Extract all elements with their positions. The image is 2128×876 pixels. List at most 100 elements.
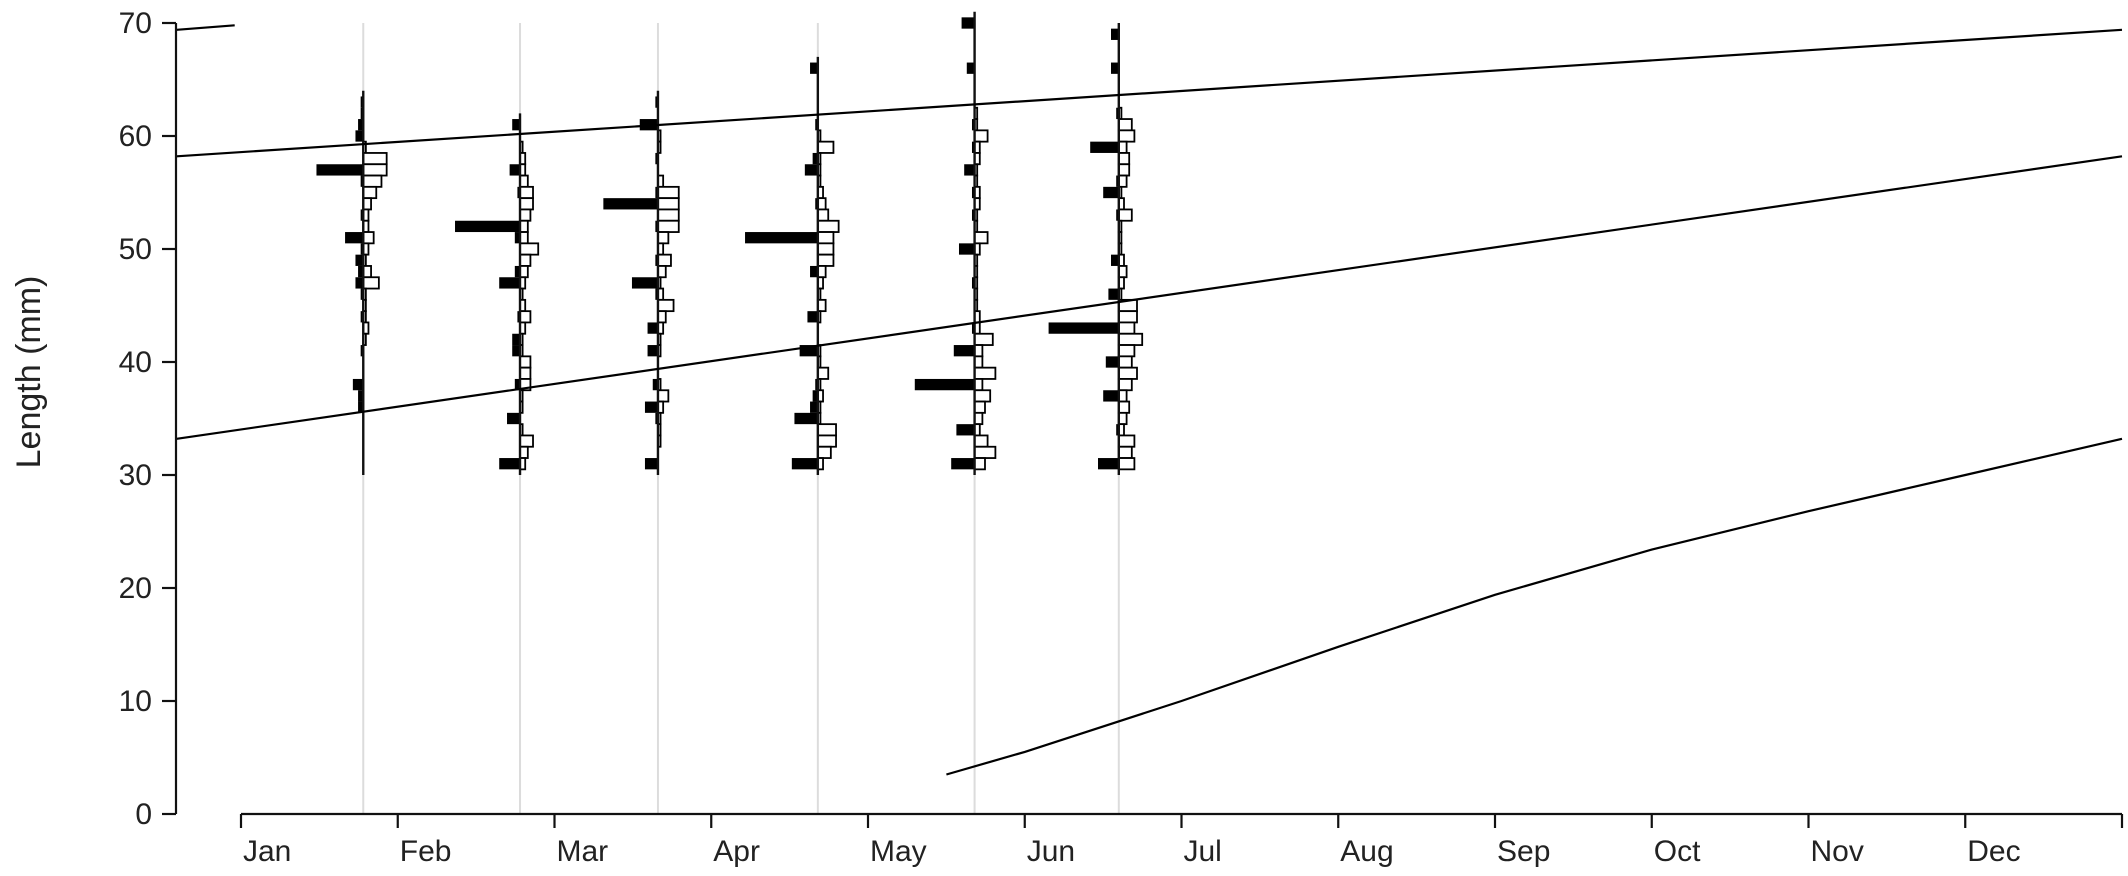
observed-bar	[316, 164, 364, 176]
observed-bar	[355, 130, 364, 142]
observed-bar	[360, 311, 364, 323]
observed-bar	[961, 17, 975, 29]
predicted-bar	[1117, 457, 1136, 471]
predicted-bar	[973, 389, 992, 403]
x-tick-label: Feb	[400, 835, 452, 868]
observed-bar	[1116, 107, 1119, 120]
predicted-bar	[973, 457, 986, 471]
y-tick-label: 60	[119, 120, 152, 153]
predicted-bar	[362, 185, 378, 200]
predicted-bar	[973, 129, 989, 143]
growth-curve-line	[946, 437, 2123, 776]
predicted-bar	[816, 231, 835, 245]
observed-bar	[1103, 186, 1119, 199]
growth-curve-line	[176, 155, 2123, 440]
observed-bar	[655, 220, 658, 233]
predicted-bar	[816, 434, 837, 448]
observed-bar	[352, 378, 364, 391]
predicted-bar	[973, 332, 994, 346]
observed-bar	[1116, 424, 1119, 436]
predicted-bar	[519, 310, 532, 324]
predicted-bar	[362, 174, 383, 188]
predicted-bar	[519, 355, 532, 369]
x-tick-label: May	[870, 835, 927, 868]
predicted-bar	[657, 231, 670, 245]
y-axis-title: Length (mm)	[10, 276, 48, 469]
observed-bar	[655, 288, 658, 300]
observed-bar	[655, 412, 658, 425]
observed-bar	[509, 164, 521, 176]
predicted-bar	[362, 276, 380, 290]
observed-bar	[499, 277, 521, 289]
observed-bar	[971, 186, 975, 199]
observed-bar	[647, 322, 658, 334]
observed-bar	[1111, 28, 1119, 40]
observed-bar	[964, 164, 975, 176]
observed-bar	[745, 232, 818, 244]
x-tick-label: Aug	[1340, 835, 1393, 868]
observed-bar	[455, 220, 521, 233]
predicted-bar	[973, 445, 997, 459]
observed-bar	[804, 164, 818, 176]
observed-bar	[655, 186, 658, 199]
observed-bar	[958, 243, 975, 255]
predicted-bar	[362, 163, 388, 177]
observed-bar	[810, 265, 818, 278]
predicted-bar	[816, 140, 835, 154]
observed-bar	[1103, 390, 1119, 402]
predicted-bar	[816, 208, 830, 222]
x-tick-label: Dec	[1967, 835, 2020, 868]
predicted-bar	[519, 366, 532, 380]
observed-bar	[971, 277, 975, 289]
x-tick-label: Oct	[1654, 835, 1701, 868]
observed-bar	[1048, 322, 1119, 334]
predicted-bar	[362, 152, 388, 166]
observed-bar	[360, 345, 364, 357]
observed-bar	[644, 401, 658, 413]
observed-bar	[914, 378, 975, 391]
observed-bar	[358, 265, 364, 278]
observed-bar	[360, 107, 364, 120]
predicted-bar	[816, 366, 830, 380]
observed-bar	[1108, 288, 1119, 300]
observed-bar	[603, 198, 658, 210]
observed-bar	[507, 412, 521, 425]
predicted-bar	[1117, 332, 1144, 346]
observed-bar	[512, 119, 521, 131]
predicted-bar	[1117, 152, 1131, 166]
observed-bar	[810, 62, 818, 74]
x-tick-label: Jun	[1027, 835, 1075, 868]
x-tick-label: Mar	[557, 835, 609, 868]
predicted-bar	[1117, 445, 1133, 459]
predicted-bar	[1117, 310, 1138, 324]
y-tick-labels: 0 10 20 30 40 50 60 70	[119, 7, 152, 831]
growth-curve-line	[176, 28, 2123, 158]
observed-bar	[355, 254, 364, 266]
y-tick-label: 20	[119, 572, 152, 605]
observed-bar	[360, 96, 364, 108]
observed-bar	[360, 175, 364, 187]
axes	[162, 21, 2124, 828]
predicted-bar	[1117, 355, 1133, 369]
x-tick-label: Sep	[1497, 835, 1550, 868]
observed-bar	[652, 378, 658, 391]
predicted-bar	[657, 208, 680, 222]
observed-bar	[655, 254, 658, 266]
predicted-bar	[1117, 129, 1136, 143]
observed-bar	[1098, 458, 1119, 470]
observed-bar	[953, 345, 975, 357]
predicted-bar	[973, 231, 989, 245]
predicted-bar	[657, 298, 675, 313]
observed-bar	[360, 209, 364, 221]
observed-bar	[1111, 254, 1119, 266]
predicted-bar	[519, 197, 534, 211]
predicted-bar	[657, 185, 680, 200]
sample-date-guides	[362, 23, 1120, 814]
observed-bar	[512, 333, 521, 346]
predicted-bar	[816, 423, 837, 437]
observed-bar	[815, 119, 818, 131]
x-tick-labels: Jan Feb Mar Apr May Jun Jul Aug Sep Oct Nov Dec	[243, 835, 2021, 868]
observed-frequency-bars	[316, 17, 1119, 470]
predicted-bar	[973, 434, 989, 448]
observed-bar	[794, 412, 818, 425]
